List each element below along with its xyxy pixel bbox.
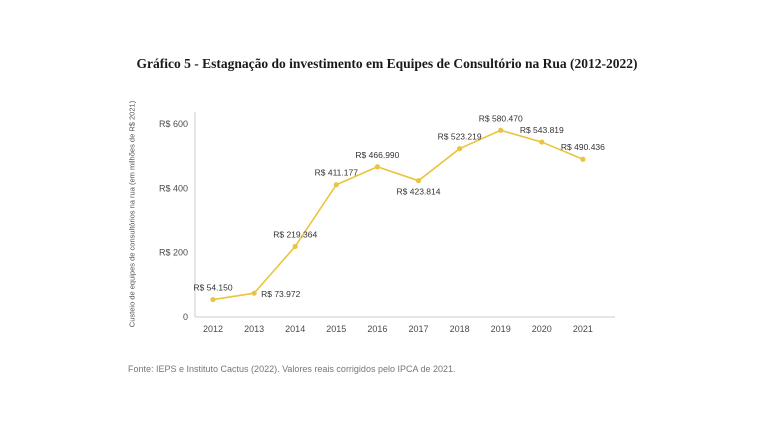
data-point-label: R$ 490.436 — [561, 142, 605, 152]
y-tick-label: 0 — [183, 312, 188, 322]
x-tick-label: 2019 — [491, 324, 511, 334]
data-point-label: R$ 54.150 — [193, 283, 232, 293]
line-chart: 0 R$ 200 R$ 400 R$ 600 2012 2013 2014 2015 2016 2… — [159, 112, 615, 334]
x-tick-label: 2015 — [326, 324, 346, 334]
y-tick-label: R$ 200 — [159, 248, 188, 258]
data-point — [457, 146, 463, 152]
data-point — [539, 139, 545, 145]
y-tick-label: R$ 600 — [159, 119, 188, 129]
data-point-label: R$ 523.219 — [438, 132, 482, 142]
data-point-label: R$ 466.990 — [355, 150, 399, 160]
x-tick-label: 2021 — [573, 324, 593, 334]
x-tick-label: 2018 — [450, 324, 470, 334]
x-tick-label: 2012 — [203, 324, 223, 334]
data-point-label: R$ 543.819 — [520, 125, 564, 135]
data-point — [498, 127, 504, 133]
data-point-label: R$ 73.972 — [261, 289, 300, 299]
data-point — [333, 182, 339, 188]
data-point — [580, 156, 586, 162]
data-point-label: R$ 423.814 — [397, 187, 441, 197]
y-tick-label: R$ 400 — [159, 183, 188, 193]
x-tick-label: 2013 — [244, 324, 264, 334]
source-note: Fonte: IEPS e Instituto Cactus (2022). V… — [128, 364, 456, 374]
x-tick-label: 2014 — [285, 324, 305, 334]
chart-title: Gráfico 5 - Estagnação do investimento e… — [136, 56, 638, 71]
data-point — [210, 296, 216, 303]
x-tick-label: 2017 — [408, 324, 428, 334]
data-point-label: R$ 219.364 — [273, 229, 317, 239]
data-point — [292, 243, 298, 250]
data-point-label: R$ 580.470 — [479, 113, 523, 123]
data-point — [251, 290, 257, 296]
data-point-label: R$ 411.177 — [315, 168, 359, 178]
data-line — [212, 129, 584, 301]
x-tick-label: 2016 — [367, 324, 387, 334]
x-tick-label: 2020 — [532, 324, 552, 334]
data-point — [374, 164, 380, 170]
data-point — [415, 178, 422, 184]
